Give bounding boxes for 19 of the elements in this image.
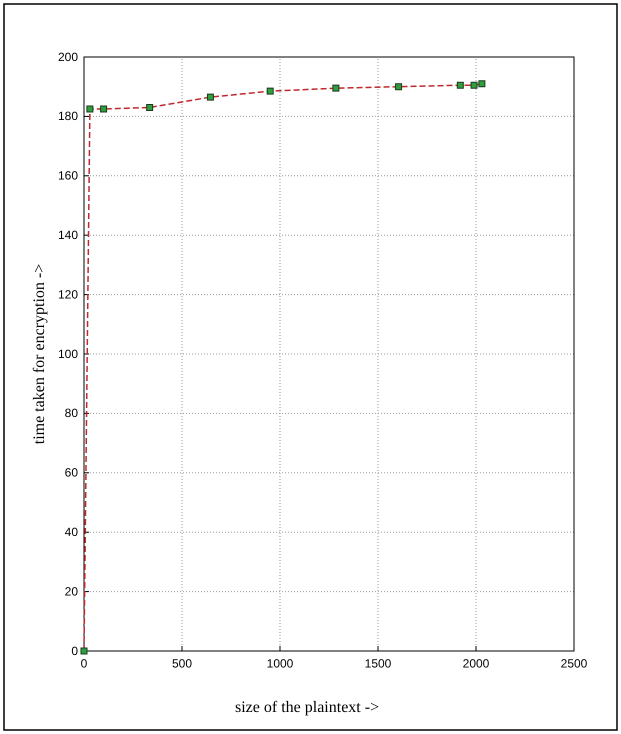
x-tick-label: 1000 [266, 656, 294, 671]
y-axis-title: time taken for encryption -> [31, 264, 48, 444]
x-tick-label: 0 [80, 656, 88, 671]
y-tick-label: 80 [64, 406, 78, 420]
x-tick-label: 500 [172, 656, 192, 671]
y-tick-label: 20 [64, 584, 78, 598]
y-tick-label: 120 [58, 287, 78, 302]
x-tick-label: 2000 [462, 656, 490, 671]
y-tick-label: 200 [58, 50, 78, 64]
x-tick-label: 1500 [364, 656, 392, 671]
x-tick-label: 2500 [560, 656, 588, 671]
x-axis-title: size of the plaintext -> [235, 699, 380, 716]
y-tick-label: 160 [58, 168, 78, 183]
y-tick-label: 140 [58, 228, 78, 242]
y-tick-label: 0 [71, 644, 78, 658]
y-tick-label: 180 [58, 109, 78, 124]
y-tick-label: 60 [64, 466, 78, 480]
y-tick-label: 40 [64, 525, 78, 540]
y-tick-label: 100 [58, 346, 78, 361]
